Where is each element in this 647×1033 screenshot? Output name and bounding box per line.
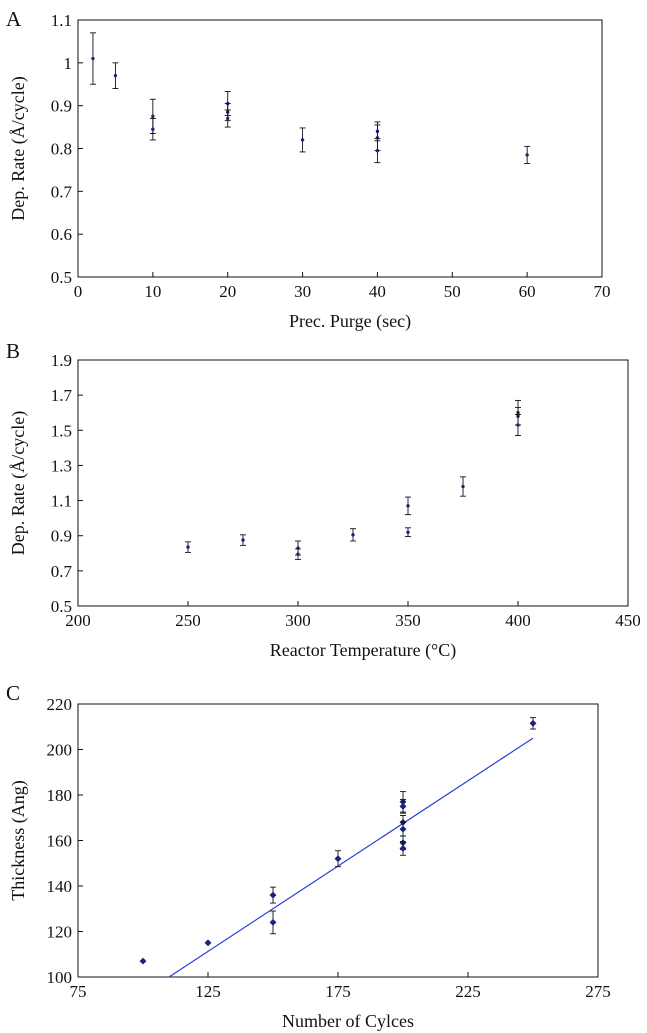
data-point [151, 114, 155, 119]
x-tick-label: 20 [219, 282, 236, 301]
data-point [296, 552, 300, 556]
data-point [399, 844, 407, 853]
x-tick-label: 275 [585, 982, 611, 1001]
x-tick-label: 30 [294, 282, 311, 301]
panel-b: B 200 250 300 350 400 450 0.5 0.7 0.9 1.1 1.3 1.5 1.7… [6, 339, 641, 661]
y-tick-label: 0.7 [51, 182, 73, 201]
data-point [241, 538, 245, 542]
fit-line [168, 737, 534, 978]
y-tick-label: 140 [47, 877, 73, 896]
data-point [151, 127, 155, 131]
data-point [113, 73, 118, 78]
data-point [226, 116, 230, 121]
plot-frame [77, 703, 599, 978]
y-axis-label: Dep. Rate (Å/cycle) [8, 411, 29, 555]
data-point [269, 918, 277, 926]
y-tick-label: 180 [47, 786, 73, 805]
x-tick-label: 400 [505, 611, 531, 630]
data-point [406, 504, 410, 508]
data-point [204, 939, 212, 947]
data-point [529, 719, 537, 727]
x-tick-label: 350 [395, 611, 421, 630]
y-tick-label: 0.5 [51, 268, 72, 287]
y-tick-label: 0.7 [51, 562, 73, 581]
x-tick-label: 250 [175, 611, 201, 630]
y-tick-label: 1.3 [51, 456, 72, 475]
y-tick-label: 160 [47, 832, 73, 851]
data-point [399, 802, 407, 810]
y-tick-label: 120 [47, 923, 73, 942]
panel-letter-a: A [6, 7, 22, 31]
x-axis-label: Reactor Temperature (°C) [270, 640, 457, 661]
data-point [351, 533, 355, 537]
y-tick-label: 100 [47, 968, 73, 987]
x-axis-label: Prec. Purge (sec) [289, 311, 411, 332]
plot-frame [77, 359, 629, 607]
y-tick-label: 1.1 [51, 11, 72, 30]
data-point [525, 153, 529, 157]
data-point [461, 484, 465, 489]
panel-a: A 0 10 20 30 40 50 60 70 0.5 0.6 0.7 0.8 0.9 1 1.1 Prec.… [6, 7, 611, 332]
data-point [375, 148, 380, 153]
y-tick-label: 1 [64, 54, 73, 73]
y-axis-label: Dep. Rate (Å/cycle) [8, 76, 29, 220]
x-tick-label: 0 [74, 282, 83, 301]
x-tick-label: 175 [325, 982, 351, 1001]
y-tick-label: 0.6 [51, 225, 72, 244]
y-tick-label: 1.7 [51, 386, 73, 405]
y-tick-label: 0.9 [51, 97, 72, 116]
x-tick-label: 75 [70, 982, 87, 1001]
x-tick-label: 450 [615, 611, 641, 630]
x-tick-label: 125 [195, 982, 221, 1001]
y-tick-label: 1.5 [51, 421, 72, 440]
data-point [91, 56, 95, 61]
x-tick-label: 60 [519, 282, 536, 301]
x-tick-label: 10 [144, 282, 161, 301]
y-tick-label: 0.5 [51, 597, 72, 616]
data-point [399, 825, 407, 833]
panel-letter-c: C [6, 681, 20, 705]
panel-c: C 75 125 175 225 275 100 120 140 160 180 200 220 Numb… [6, 681, 611, 1031]
x-tick-label: 225 [455, 982, 481, 1001]
y-axis-label: Thickness (Ang) [8, 780, 29, 900]
x-tick-label: 300 [285, 611, 311, 630]
y-tick-label: 1.9 [51, 351, 72, 370]
y-tick-label: 1.1 [51, 492, 72, 511]
x-axis-label: Number of Cylces [282, 1011, 414, 1031]
y-tick-label: 0.9 [51, 527, 72, 546]
panel-letter-b: B [6, 339, 20, 363]
y-tick-label: 200 [47, 741, 73, 760]
data-point [516, 423, 520, 427]
y-tick-label: 220 [47, 695, 73, 714]
data-point [186, 545, 190, 549]
data-point [406, 530, 410, 534]
data-point [300, 138, 305, 142]
x-tick-label: 70 [594, 282, 611, 301]
data-point [334, 855, 342, 863]
x-tick-label: 50 [444, 282, 461, 301]
data-point [269, 891, 277, 899]
y-tick-label: 0.8 [51, 140, 72, 159]
plot-frame [77, 19, 603, 278]
data-point [139, 957, 147, 965]
x-tick-label: 200 [65, 611, 91, 630]
x-tick-label: 40 [369, 282, 386, 301]
